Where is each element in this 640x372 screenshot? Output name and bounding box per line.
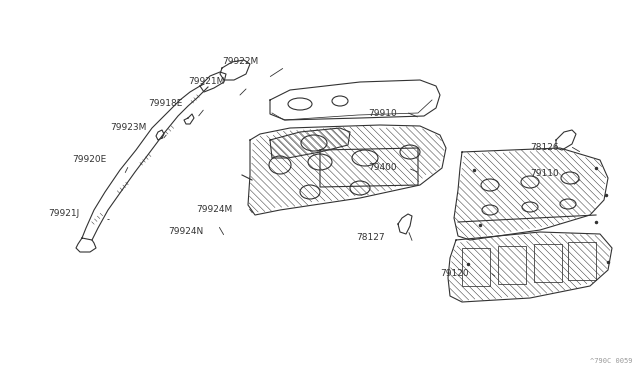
Text: 79910: 79910	[368, 109, 397, 118]
Text: 79921M: 79921M	[188, 77, 225, 87]
Text: 79921J: 79921J	[48, 209, 79, 218]
Text: 79400: 79400	[368, 164, 397, 173]
Text: 79110: 79110	[530, 169, 559, 177]
Text: 79918E: 79918E	[148, 99, 182, 108]
Text: 79923M: 79923M	[110, 124, 147, 132]
Text: 79120: 79120	[440, 269, 468, 278]
Text: 78126: 78126	[530, 144, 559, 153]
Text: 79922M: 79922M	[222, 58, 259, 67]
Text: 79924N: 79924N	[168, 228, 204, 237]
Text: 79924M: 79924M	[196, 205, 232, 215]
Text: 78127: 78127	[356, 234, 385, 243]
Text: 79920E: 79920E	[72, 155, 106, 164]
Text: ^790C 0059: ^790C 0059	[589, 358, 632, 364]
